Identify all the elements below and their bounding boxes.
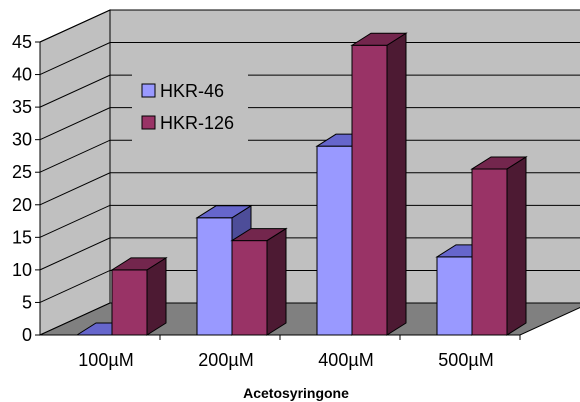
legend-entry: HKR-126 xyxy=(160,113,234,133)
bar-HKR-126-3 xyxy=(470,156,528,336)
bar-front xyxy=(111,269,148,336)
gridline xyxy=(39,269,580,303)
y-axis: 0 5 10 15 20 25 30 35 40 45 xyxy=(12,32,41,345)
bars xyxy=(75,32,528,336)
bar-top xyxy=(110,257,168,271)
bar-top xyxy=(350,32,408,46)
y-tick-label: 5 xyxy=(22,292,32,312)
x-axis-title: Acetosyringone xyxy=(243,385,349,401)
y-tick-label: 30 xyxy=(12,130,32,150)
bar-HKR-126-1 xyxy=(230,227,288,336)
y-tick-label: 15 xyxy=(12,227,32,247)
bar-front xyxy=(316,145,353,336)
y-tick-label: 35 xyxy=(12,97,32,117)
y-tick-label: 40 xyxy=(12,65,32,85)
bar-top xyxy=(230,228,288,242)
bar-side xyxy=(266,227,287,336)
legend-entry: HKR-46 xyxy=(160,81,224,101)
y-tick-label: 45 xyxy=(12,32,32,52)
y-tick-label: 20 xyxy=(12,195,32,215)
gridline xyxy=(39,42,580,76)
gridline xyxy=(39,172,580,206)
bar-front xyxy=(436,256,473,336)
y-tick-label: 10 xyxy=(12,260,32,280)
x-tick-label: 200µM xyxy=(198,350,253,370)
bar-top xyxy=(195,205,253,219)
y-tick-label: 0 xyxy=(22,325,32,345)
gridline xyxy=(39,9,580,43)
x-tick-label: 100µM xyxy=(78,350,133,370)
gridline xyxy=(39,107,580,141)
bar-side xyxy=(506,156,527,336)
legend-swatch xyxy=(141,115,156,130)
bar-side xyxy=(386,32,407,336)
gridline xyxy=(39,237,580,271)
bar-top xyxy=(470,156,528,170)
bar-side xyxy=(146,256,167,336)
gridlines xyxy=(39,9,580,303)
legend: HKR-46 HKR-126 xyxy=(132,72,248,142)
bar-HKR-126-0 xyxy=(110,256,168,336)
gridline xyxy=(39,139,580,173)
bar-HKR-126-2 xyxy=(350,32,408,336)
gridline xyxy=(39,204,580,238)
x-tick-label: 500µM xyxy=(438,350,493,370)
x-tick-label: 400µM xyxy=(318,350,373,370)
bar-front xyxy=(196,217,233,336)
gridline xyxy=(39,74,580,108)
bar-front xyxy=(351,44,388,336)
x-axis: 100µM 200µM 400µM 500µM xyxy=(40,334,521,370)
bar-front xyxy=(471,168,508,336)
y-tick-label: 25 xyxy=(12,162,32,182)
bar-front xyxy=(231,240,268,336)
legend-swatch xyxy=(141,83,156,98)
